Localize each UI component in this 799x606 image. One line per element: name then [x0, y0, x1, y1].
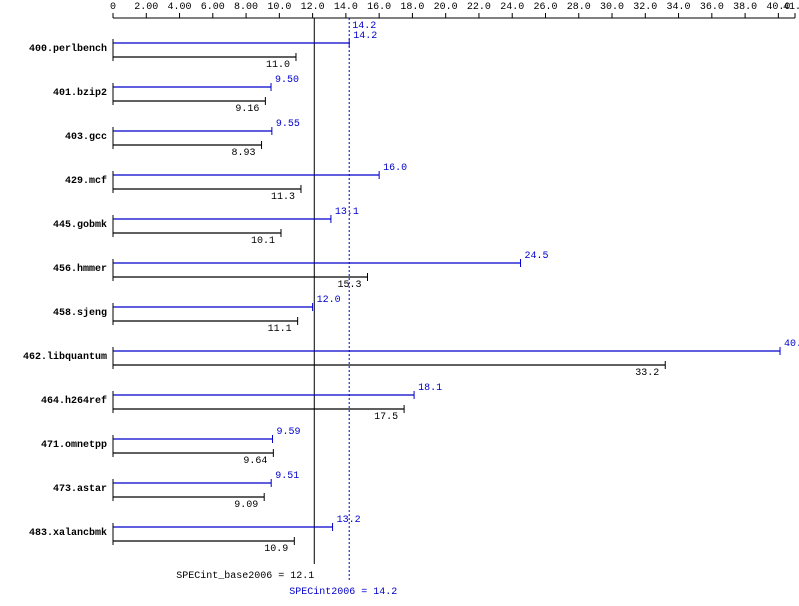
- bench-label-11: 483.xalancbmk: [0, 528, 107, 539]
- bench-black-value-10: 9.09: [234, 500, 258, 511]
- bench-label-1: 401.bzip2: [0, 88, 107, 99]
- axis-tick-16: 32.0: [633, 2, 657, 13]
- bench-blue-value-7: 40.1: [784, 339, 799, 350]
- bench-blue-value-4: 13.1: [335, 207, 359, 218]
- bench-black-value-6: 11.1: [268, 324, 292, 335]
- bench-black-value-2: 8.93: [232, 148, 256, 159]
- summary-peak: SPECint2006 = 14.2: [289, 587, 397, 598]
- axis-tick-5: 10.0: [267, 2, 291, 13]
- bench-label-7: 462.libquantum: [0, 352, 107, 363]
- bench-black-value-8: 17.5: [374, 412, 398, 423]
- axis-tick-1: 2.00: [134, 2, 158, 13]
- bench-blue-value-10: 9.51: [275, 471, 299, 482]
- bench-label-10: 473.astar: [0, 484, 107, 495]
- axis-tick-19: 38.0: [733, 2, 757, 13]
- bench-blue-value-0: 14.2: [353, 31, 377, 42]
- bench-blue-value-2: 9.55: [276, 119, 300, 130]
- bench-blue-value-3: 16.0: [383, 163, 407, 174]
- bench-black-value-3: 11.3: [271, 192, 295, 203]
- axis-tick-7: 14.0: [334, 2, 358, 13]
- bench-label-0: 400.perlbench: [0, 44, 107, 55]
- bench-label-5: 456.hmmer: [0, 264, 107, 275]
- bench-blue-value-1: 9.50: [275, 75, 299, 86]
- bench-black-value-4: 10.1: [251, 236, 275, 247]
- axis-tick-8: 16.0: [367, 2, 391, 13]
- bench-black-value-7: 33.2: [635, 368, 659, 379]
- bench-label-3: 429.mcf: [0, 176, 107, 187]
- axis-tick-3: 6.00: [201, 2, 225, 13]
- bench-label-6: 458.sjeng: [0, 308, 107, 319]
- bench-blue-value-5: 24.5: [525, 251, 549, 262]
- axis-tick-11: 22.0: [467, 2, 491, 13]
- bench-blue-value-8: 18.1: [418, 383, 442, 394]
- bench-black-value-5: 15.3: [338, 280, 362, 291]
- spec-chart: [0, 0, 799, 606]
- axis-tick-17: 34.0: [667, 2, 691, 13]
- axis-tick-14: 28.0: [567, 2, 591, 13]
- bench-blue-value-9: 9.59: [277, 427, 301, 438]
- axis-tick-9: 18.0: [400, 2, 424, 13]
- bench-blue-value-6: 12.0: [317, 295, 341, 306]
- axis-tick-18: 36.0: [700, 2, 724, 13]
- bench-black-value-11: 10.9: [264, 544, 288, 555]
- axis-tick-10: 20.0: [434, 2, 458, 13]
- bench-blue-value-11: 13.2: [337, 515, 361, 526]
- bench-label-9: 471.omnetpp: [0, 440, 107, 451]
- bench-label-8: 464.h264ref: [0, 396, 107, 407]
- bench-black-value-9: 9.64: [243, 456, 267, 467]
- axis-tick-13: 26.0: [533, 2, 557, 13]
- bench-black-value-1: 9.16: [235, 104, 259, 115]
- bench-black-value-0: 11.0: [266, 60, 290, 71]
- axis-tick-4: 8.00: [234, 2, 258, 13]
- axis-tick-0: 0: [110, 2, 116, 13]
- axis-tick-6: 12.0: [301, 2, 325, 13]
- bench-label-2: 403.gcc: [0, 132, 107, 143]
- axis-tick-2: 4.00: [168, 2, 192, 13]
- bench-label-4: 445.gobmk: [0, 220, 107, 231]
- axis-tick-15: 30.0: [600, 2, 624, 13]
- axis-tick-12: 24.0: [500, 2, 524, 13]
- axis-tick-21: 41.0: [783, 2, 799, 13]
- summary-base: SPECint_base2006 = 12.1: [164, 571, 314, 582]
